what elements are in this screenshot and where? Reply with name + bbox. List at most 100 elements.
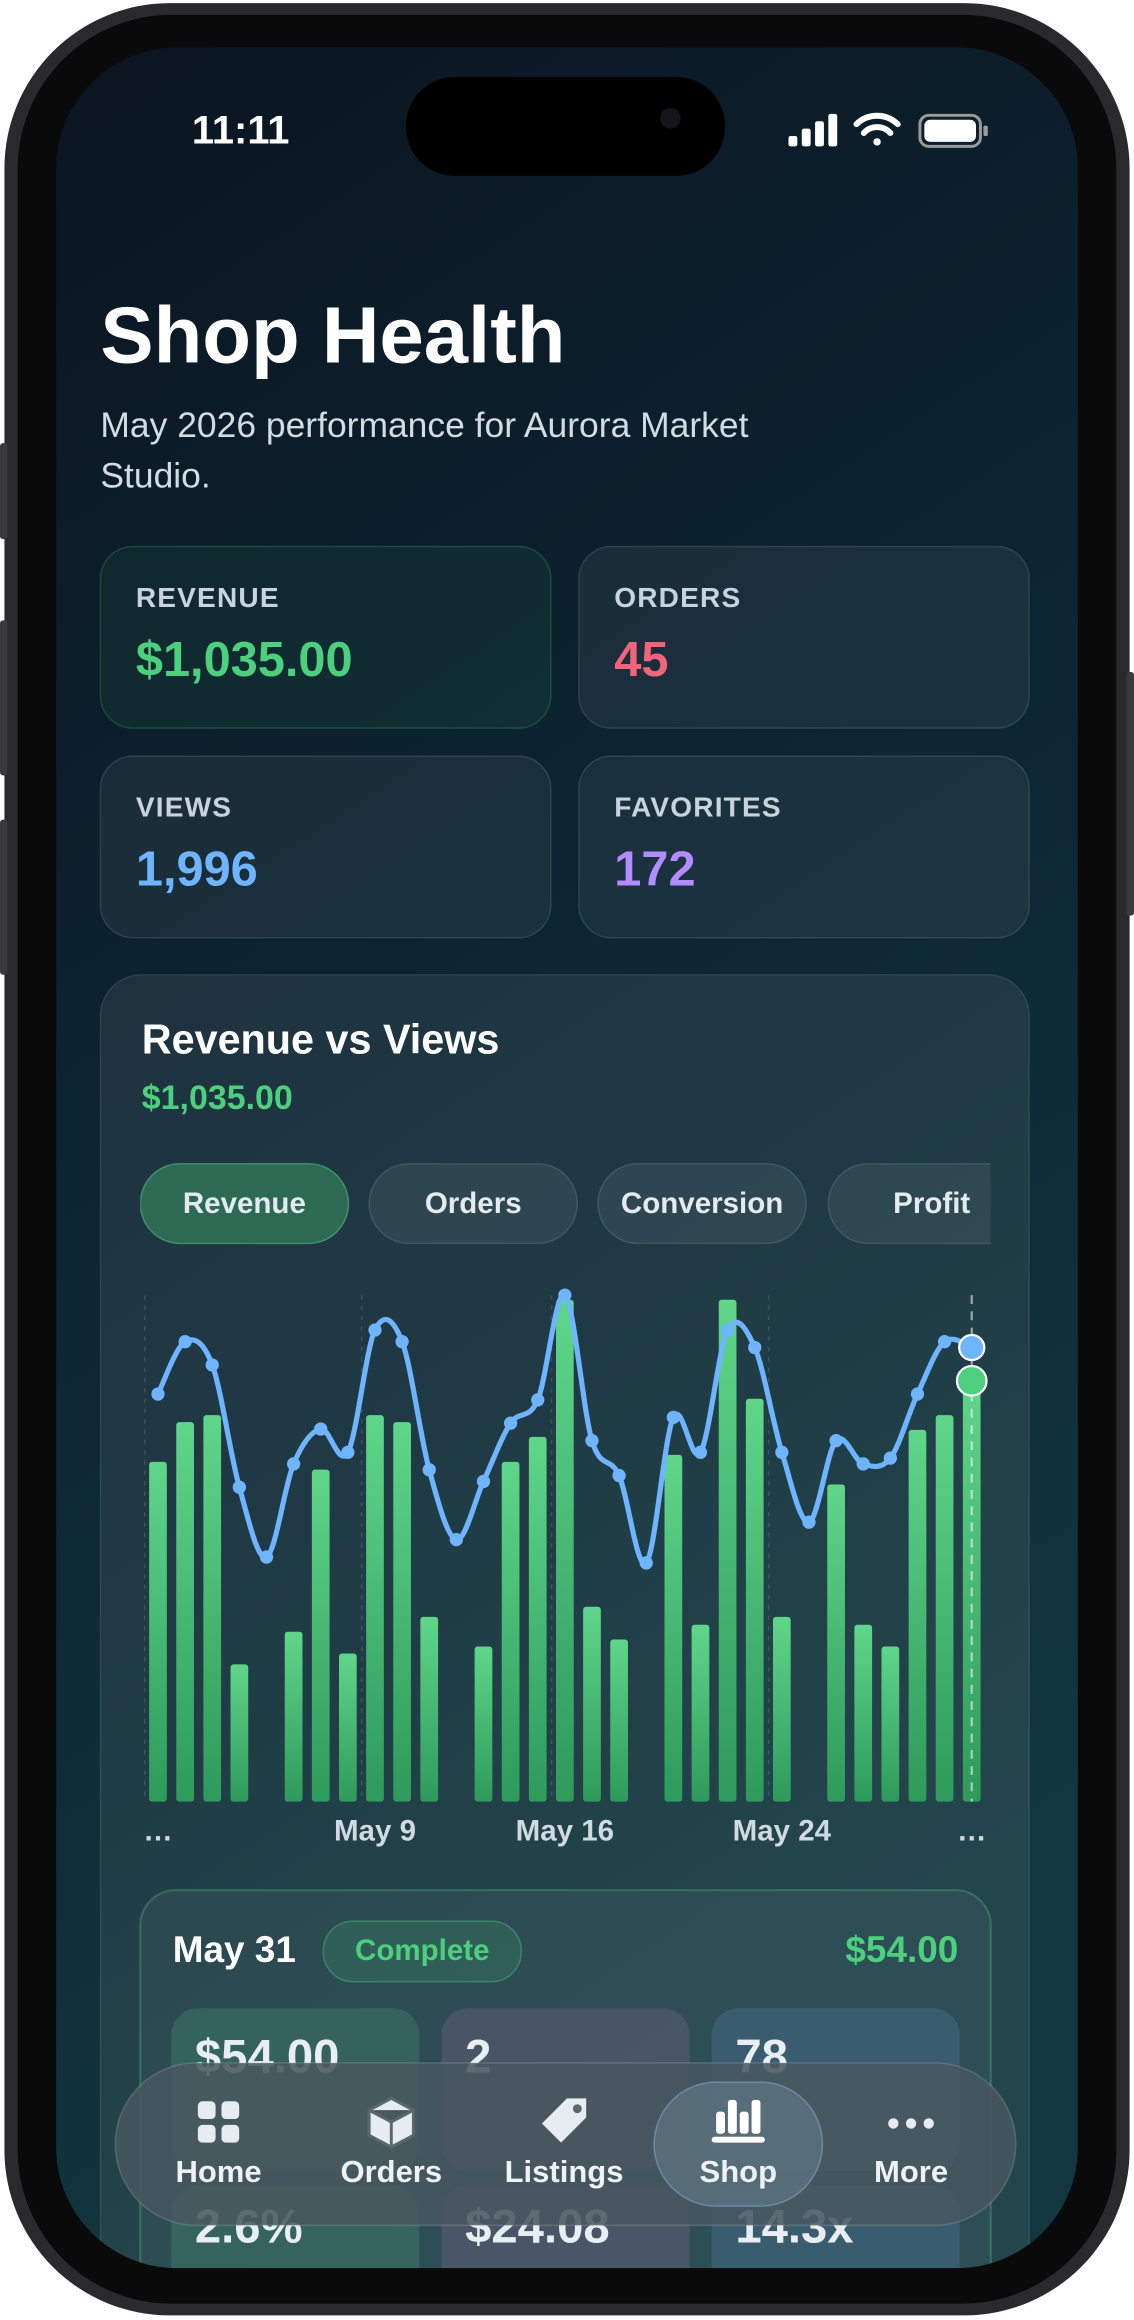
chart-tab-label[interactable]: Conversion xyxy=(621,1187,783,1220)
chart-tab[interactable] xyxy=(597,1162,807,1245)
tab-item[interactable]: Orders xyxy=(340,2096,442,2189)
bar xyxy=(176,1422,194,1802)
dynamic-island xyxy=(406,76,725,176)
selected-bar-point xyxy=(955,1364,988,1397)
bar xyxy=(664,1454,683,1802)
bar xyxy=(908,1429,927,1802)
side-button xyxy=(0,443,8,540)
icon-part xyxy=(923,2118,934,2129)
chart-tab[interactable] xyxy=(368,1162,579,1245)
views-point xyxy=(720,1323,735,1337)
metric-card xyxy=(99,545,552,729)
status-time: 11:11 xyxy=(192,109,290,153)
icon-part xyxy=(727,2099,737,2134)
views-point xyxy=(341,1445,355,1459)
bar xyxy=(149,1461,167,1802)
bar xyxy=(718,1299,737,1802)
bar xyxy=(339,1653,357,1802)
chart-tab-label[interactable]: Profit xyxy=(893,1187,970,1220)
wifi-icon xyxy=(853,112,901,146)
detail-date: May 31 xyxy=(173,1929,296,1970)
battery-icon xyxy=(918,113,988,148)
views-point xyxy=(585,1433,599,1448)
views-point xyxy=(937,1335,952,1349)
chart-tab[interactable] xyxy=(140,1162,350,1245)
screen-bg xyxy=(56,47,1078,2269)
tab-items: Home Orders Listings Shop More xyxy=(175,2081,948,2207)
views-point xyxy=(314,1422,328,1436)
x-tick-label: … xyxy=(957,1814,987,1847)
bar xyxy=(393,1422,411,1802)
metric-label: ORDERS xyxy=(614,582,741,613)
subtitle-box: May 2026 performance for Aurora Market S… xyxy=(100,406,749,497)
bar xyxy=(311,1469,330,1802)
metric-value: 1,996 xyxy=(136,843,258,897)
tab-label[interactable]: Shop xyxy=(700,2154,778,2189)
bar xyxy=(881,1646,900,1802)
tab-label[interactable]: Home xyxy=(175,2154,261,2189)
page-title: Shop Health xyxy=(100,290,565,379)
tab-label[interactable]: More xyxy=(874,2154,948,2189)
metric-label: FAVORITES xyxy=(614,792,782,823)
icon-part xyxy=(367,2096,415,2149)
views-point xyxy=(775,1445,789,1459)
metric-card xyxy=(578,545,1030,729)
views-point xyxy=(612,1468,626,1483)
views-point xyxy=(666,1410,681,1424)
views-point xyxy=(205,1358,219,1372)
x-tick-label: May 24 xyxy=(733,1814,832,1847)
side-button xyxy=(1126,671,1134,916)
bar xyxy=(528,1436,547,1802)
metric-card xyxy=(578,755,1030,939)
bar xyxy=(610,1639,628,1802)
views-point xyxy=(151,1387,165,1401)
chart-tab-label[interactable]: Orders xyxy=(425,1187,522,1220)
icon-part xyxy=(739,2111,749,2134)
icon-part xyxy=(197,2101,216,2120)
chart-tab[interactable] xyxy=(827,1162,1036,1245)
views-point xyxy=(395,1335,409,1349)
detail-amount: $54.00 xyxy=(845,1929,958,1970)
detail-tile xyxy=(171,2185,420,2269)
x-tick-label: May 9 xyxy=(334,1814,416,1847)
views-point xyxy=(748,1340,762,1355)
metric-grid: REVENUE $1,035.00 ORDERS 45 VIEWS 1,996 FAVORI… xyxy=(99,545,1030,939)
tab-label[interactable]: Listings xyxy=(505,2154,624,2189)
chart-tab-label[interactable]: Revenue xyxy=(183,1187,306,1220)
bar xyxy=(583,1606,601,1802)
views-point xyxy=(856,1457,870,1471)
metric-label: REVENUE xyxy=(136,582,280,613)
bar xyxy=(772,1616,791,1802)
icon-part xyxy=(711,2136,765,2143)
views-point xyxy=(693,1445,708,1459)
tab-item[interactable]: Home xyxy=(175,2101,262,2189)
icon-part xyxy=(751,2099,761,2134)
tab-item[interactable]: Listings xyxy=(505,2098,624,2189)
signal-icon xyxy=(788,113,838,147)
x-tick-label: … xyxy=(143,1814,173,1847)
tab-item[interactable]: More xyxy=(874,2118,948,2189)
icon-part xyxy=(197,2124,216,2143)
screen: 11:11 Shop Health May 2026 performance f… xyxy=(56,47,1078,2269)
chart-title: Revenue vs Views xyxy=(142,1017,500,1063)
bar xyxy=(827,1484,845,1802)
views-point xyxy=(449,1532,464,1547)
icon-part xyxy=(716,2111,725,2134)
metric-value: 172 xyxy=(614,843,695,897)
views-point xyxy=(910,1387,925,1401)
page-subtitle: May 2026 performance for Aurora Market S… xyxy=(100,406,749,497)
detail-status: Complete xyxy=(355,1934,489,1967)
bar xyxy=(935,1415,954,1802)
tab-bar xyxy=(114,2062,1017,2227)
views-point xyxy=(639,1556,653,1570)
views-point xyxy=(958,1333,986,1362)
metric-value: 45 xyxy=(614,633,668,687)
tab-item[interactable]: Shop xyxy=(653,2081,824,2207)
camera xyxy=(660,107,681,129)
tab-label[interactable]: Orders xyxy=(340,2154,442,2189)
status-pill xyxy=(322,1920,522,1983)
views-point xyxy=(883,1451,897,1465)
bar xyxy=(284,1631,303,1802)
active-tab-bg[interactable] xyxy=(653,2081,824,2207)
